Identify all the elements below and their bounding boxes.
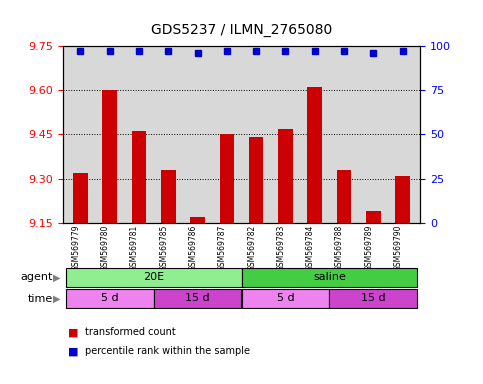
Text: GSM569786: GSM569786 [188,225,198,271]
Text: ▶: ▶ [53,293,60,304]
Text: 5 d: 5 d [101,293,118,303]
Bar [66,289,154,308]
Text: GSM569779: GSM569779 [71,225,80,271]
Bar [73,173,88,223]
Text: GSM569783: GSM569783 [276,225,285,271]
Bar [249,137,263,223]
Text: 5 d: 5 d [277,293,294,303]
Text: ■: ■ [68,327,78,337]
Text: GDS5237 / ILMN_2765080: GDS5237 / ILMN_2765080 [151,23,332,37]
Bar [132,131,146,223]
Bar [154,289,242,308]
Text: 15 d: 15 d [361,293,385,303]
Bar [329,289,417,308]
Text: agent: agent [21,272,53,283]
Text: ▶: ▶ [53,272,60,283]
Text: GSM569780: GSM569780 [100,225,110,271]
Text: saline: saline [313,272,346,282]
Text: time: time [28,293,53,304]
Text: ■: ■ [68,346,78,356]
Bar [66,268,242,287]
Text: GSM569785: GSM569785 [159,225,168,271]
Bar [307,87,322,223]
Text: GSM569790: GSM569790 [394,225,403,271]
Bar [395,175,410,223]
Text: GSM569782: GSM569782 [247,225,256,271]
Text: GSM569789: GSM569789 [364,225,373,271]
Bar [102,90,117,223]
Text: 20E: 20E [143,272,164,282]
Text: GSM569788: GSM569788 [335,225,344,271]
Bar [337,170,351,223]
Text: 15 d: 15 d [185,293,210,303]
Bar [242,268,417,287]
Text: GSM569781: GSM569781 [130,225,139,271]
Bar [278,129,293,223]
Text: transformed count: transformed count [85,327,175,337]
Bar [366,211,381,223]
Bar [242,289,329,308]
Bar [220,134,234,223]
Bar [190,217,205,223]
Text: GSM569784: GSM569784 [306,225,315,271]
Text: GSM569787: GSM569787 [218,225,227,271]
Text: percentile rank within the sample: percentile rank within the sample [85,346,250,356]
Bar [161,170,176,223]
